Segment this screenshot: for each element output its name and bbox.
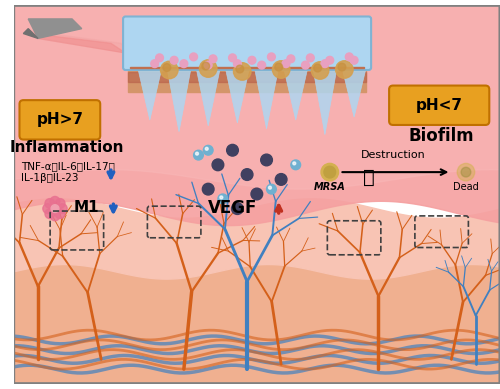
Circle shape [202,183,214,195]
Text: Biofilm: Biofilm [409,127,474,145]
Polygon shape [14,5,500,189]
Text: Destruction: Destruction [360,150,426,160]
Circle shape [196,152,198,155]
Circle shape [228,54,236,62]
Circle shape [45,209,54,219]
Circle shape [306,54,314,62]
Circle shape [163,64,170,72]
Polygon shape [14,5,500,226]
Circle shape [204,61,212,69]
Polygon shape [14,199,500,279]
Circle shape [326,56,334,64]
Polygon shape [342,68,366,117]
Circle shape [45,198,54,208]
Circle shape [51,205,59,212]
Polygon shape [30,33,126,53]
Circle shape [212,159,224,171]
Polygon shape [128,68,366,92]
Circle shape [218,194,228,204]
Circle shape [291,160,300,170]
Circle shape [156,54,164,62]
Circle shape [206,147,208,150]
Circle shape [282,60,290,68]
Circle shape [312,62,329,79]
Circle shape [56,209,65,219]
Circle shape [268,186,272,189]
Circle shape [272,61,290,78]
Circle shape [234,63,251,80]
Circle shape [202,62,209,70]
Circle shape [236,65,244,73]
Polygon shape [167,68,191,132]
Polygon shape [225,68,250,123]
Polygon shape [254,68,278,129]
FancyBboxPatch shape [389,86,490,125]
Text: TNF-α、IL-6、IL-17、
IL-1β、IL-23: TNF-α、IL-6、IL-17、 IL-1β、IL-23 [21,161,115,183]
Circle shape [314,64,322,72]
Polygon shape [128,72,366,82]
Polygon shape [14,262,500,384]
Circle shape [194,150,203,160]
Circle shape [324,166,336,178]
Polygon shape [24,29,38,39]
Circle shape [321,163,338,181]
Text: 🔥: 🔥 [363,168,374,186]
Circle shape [232,203,243,214]
Circle shape [321,60,329,68]
FancyBboxPatch shape [123,16,371,70]
Text: VEGF: VEGF [208,199,257,217]
Circle shape [160,61,178,79]
Circle shape [248,56,256,64]
Circle shape [190,53,198,61]
Circle shape [170,56,178,64]
Circle shape [151,60,158,68]
Circle shape [200,60,217,77]
Circle shape [302,61,310,69]
Text: pH>7: pH>7 [36,112,84,127]
Circle shape [234,60,241,68]
Circle shape [266,184,276,194]
Circle shape [209,55,217,63]
Circle shape [268,53,276,61]
Circle shape [50,211,60,221]
Circle shape [293,162,296,165]
Circle shape [50,196,60,206]
Text: Inflammation: Inflammation [10,140,124,155]
Circle shape [350,56,358,64]
Polygon shape [284,68,308,120]
Text: MRSA: MRSA [314,182,346,192]
Polygon shape [130,67,364,68]
Circle shape [43,204,52,214]
Circle shape [346,53,353,61]
Circle shape [260,154,272,166]
Circle shape [457,163,474,181]
Polygon shape [196,68,220,126]
Circle shape [180,60,188,68]
Circle shape [220,196,223,199]
Circle shape [338,63,346,71]
Text: Dead: Dead [453,182,479,192]
Circle shape [276,173,287,185]
Circle shape [56,198,65,208]
Circle shape [58,204,67,214]
Text: pH<7: pH<7 [416,98,463,112]
Circle shape [258,61,266,69]
Circle shape [251,188,262,200]
Circle shape [461,167,471,177]
Polygon shape [138,68,162,120]
Circle shape [242,169,253,180]
Polygon shape [28,19,82,39]
Circle shape [204,145,213,155]
Circle shape [336,61,353,78]
Circle shape [226,144,238,156]
Polygon shape [30,31,135,54]
Polygon shape [313,68,337,135]
FancyBboxPatch shape [20,100,100,140]
Text: M1: M1 [74,200,100,215]
Circle shape [275,63,282,71]
Circle shape [287,55,295,63]
